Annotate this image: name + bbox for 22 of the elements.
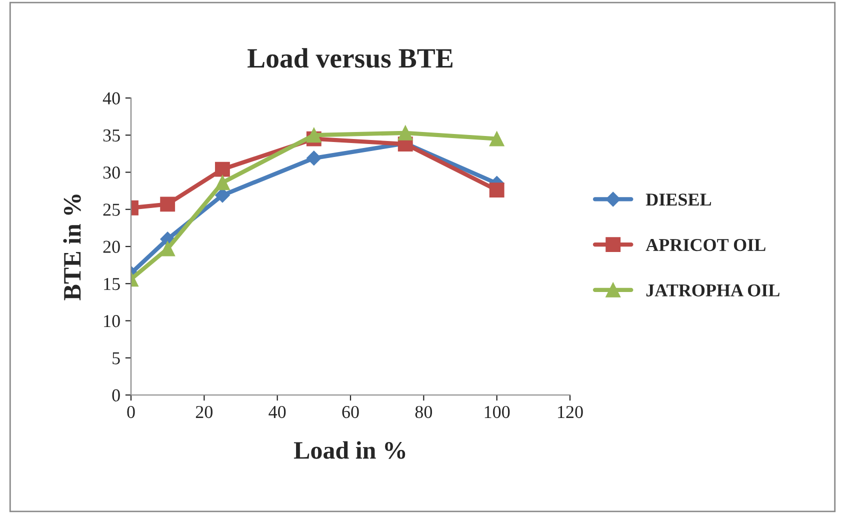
y-tick-label: 30 [103,166,120,179]
x-axis-title: Load in % [294,441,406,459]
y-tick-label: 25 [103,204,120,216]
x-tick-label: 40 [268,406,286,418]
y-tick-label: 35 [103,129,120,142]
y-tick-label: 10 [104,315,120,328]
legend-label: DIESEL [646,194,712,206]
x-tick-label: 20 [196,406,213,418]
x-tick-label: 100 [484,406,510,418]
x-tick-label: 60 [342,406,359,418]
y-tick-label: 15 [104,278,120,290]
y-tick-label: 5 [112,352,120,364]
x-tick-label: 0 [127,406,135,418]
legend-label: JATROPHA OIL [646,284,780,296]
x-tick-label: 80 [415,406,432,418]
y-tick-label: 20 [103,240,120,253]
y-tick-label: 40 [102,92,120,104]
legend-label: APRICOT OIL [646,238,766,252]
y-tick-label: 0 [112,389,120,402]
x-tick-label: 120 [558,406,583,418]
chart-title: Load versus BTE [248,48,452,68]
y-axis-title: BTE in % [63,194,81,300]
